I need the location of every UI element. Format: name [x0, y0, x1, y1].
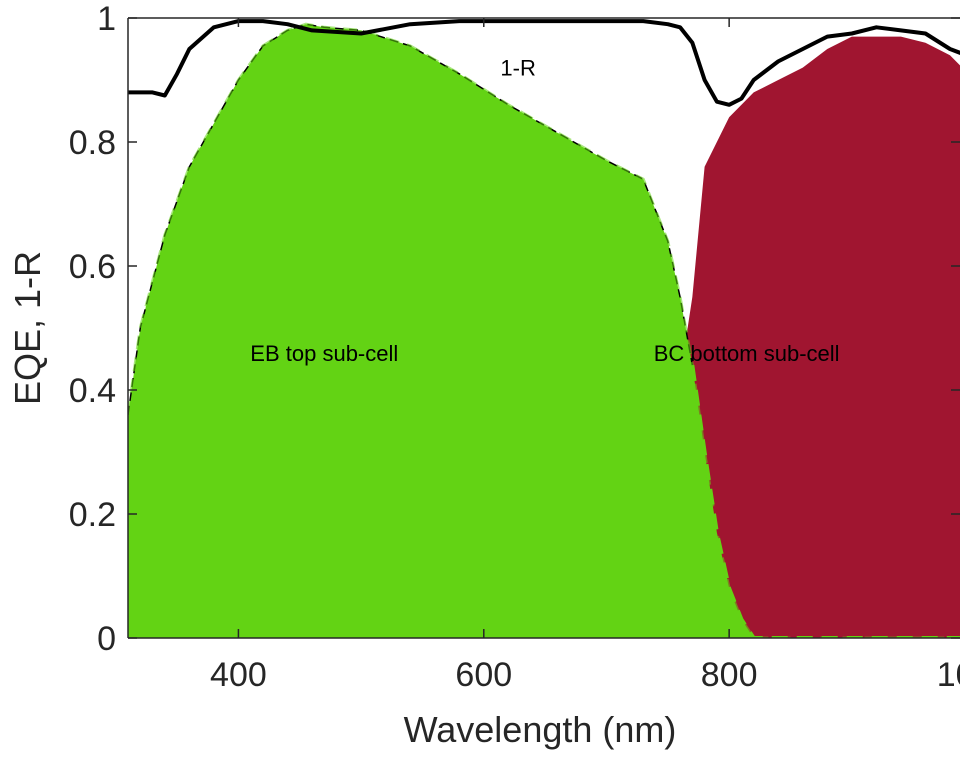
- y-tick-label-4: 0.8: [69, 124, 116, 162]
- annotation-bottom-subcell: BC bottom sub-cell: [654, 341, 840, 366]
- annotation-reflectance: 1-R: [500, 56, 535, 81]
- x-axis-title: Wavelength (nm): [404, 709, 677, 750]
- x-tick-label-600: 600: [455, 656, 512, 694]
- series-bottom-subcell-area: [128, 36, 960, 638]
- series-reflectance-line: [128, 19, 960, 107]
- y-tick-label-5: 1: [97, 0, 116, 38]
- y-tick-label-3: 0.6: [69, 248, 116, 286]
- series-top-subcell-area: [128, 24, 960, 638]
- x-tick-label-1000: 1000: [937, 656, 960, 694]
- annotation-top-subcell: EB top sub-cell: [250, 341, 398, 366]
- y-axis-title: EQE, 1-R: [7, 251, 48, 405]
- x-tick-label-800: 800: [701, 656, 758, 694]
- y-tick-label-2: 0.4: [69, 372, 116, 410]
- y-tick-label-0: 0: [97, 620, 116, 658]
- x-tick-label-400: 400: [210, 656, 267, 694]
- y-tick-label-1: 0.2: [69, 496, 116, 534]
- series-top-subcell-tail: [690, 364, 960, 638]
